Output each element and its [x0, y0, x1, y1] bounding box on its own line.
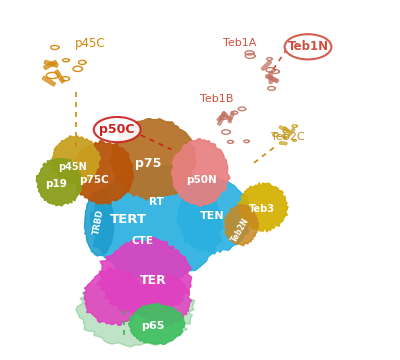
- Polygon shape: [238, 183, 288, 232]
- FancyBboxPatch shape: [265, 74, 277, 82]
- Polygon shape: [138, 275, 192, 327]
- Text: Teb2C: Teb2C: [271, 132, 305, 142]
- Text: Teb2N: Teb2N: [230, 216, 251, 244]
- Text: p45C: p45C: [75, 37, 106, 50]
- Polygon shape: [76, 271, 195, 347]
- Text: TRBD: TRBD: [92, 208, 105, 235]
- Text: p50N: p50N: [186, 175, 217, 185]
- Ellipse shape: [285, 34, 331, 59]
- Polygon shape: [84, 268, 144, 325]
- Polygon shape: [224, 204, 258, 246]
- Text: p45N: p45N: [58, 162, 86, 172]
- Text: TEN: TEN: [200, 211, 225, 221]
- Polygon shape: [172, 139, 230, 207]
- Text: p50C: p50C: [100, 123, 135, 136]
- FancyBboxPatch shape: [261, 60, 272, 71]
- Text: RT: RT: [150, 197, 164, 207]
- Text: Teb1N: Teb1N: [288, 40, 328, 53]
- Text: Teb3: Teb3: [249, 204, 275, 214]
- FancyBboxPatch shape: [222, 111, 232, 121]
- Polygon shape: [110, 119, 196, 200]
- FancyBboxPatch shape: [289, 128, 295, 135]
- Text: p65: p65: [142, 321, 165, 331]
- Text: p19: p19: [45, 179, 67, 189]
- Text: TER: TER: [140, 274, 166, 287]
- FancyBboxPatch shape: [228, 112, 234, 123]
- FancyBboxPatch shape: [217, 114, 226, 126]
- Polygon shape: [36, 158, 83, 206]
- FancyBboxPatch shape: [283, 126, 290, 133]
- Polygon shape: [72, 140, 133, 204]
- FancyBboxPatch shape: [44, 60, 58, 68]
- FancyBboxPatch shape: [54, 70, 65, 83]
- Polygon shape: [90, 166, 223, 283]
- FancyBboxPatch shape: [279, 141, 287, 145]
- Polygon shape: [129, 304, 185, 345]
- Text: TERT: TERT: [110, 213, 146, 226]
- FancyBboxPatch shape: [279, 126, 287, 131]
- Ellipse shape: [94, 117, 141, 142]
- Polygon shape: [97, 237, 192, 316]
- Text: Teb1B: Teb1B: [200, 94, 233, 104]
- FancyBboxPatch shape: [267, 75, 279, 83]
- Text: p75: p75: [135, 157, 161, 170]
- Polygon shape: [52, 136, 100, 185]
- FancyBboxPatch shape: [269, 71, 273, 84]
- FancyBboxPatch shape: [42, 76, 56, 86]
- FancyBboxPatch shape: [44, 60, 57, 70]
- FancyBboxPatch shape: [217, 112, 226, 122]
- Polygon shape: [178, 178, 251, 254]
- Polygon shape: [84, 190, 114, 256]
- Text: Teb1A: Teb1A: [223, 38, 256, 48]
- Text: p75C: p75C: [79, 175, 109, 185]
- Text: CTE: CTE: [132, 236, 154, 246]
